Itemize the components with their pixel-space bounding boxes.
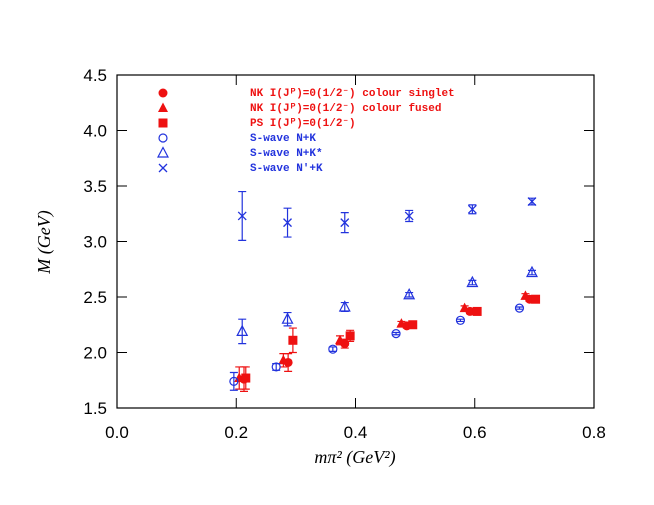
point — [271, 362, 281, 372]
y-tick-label: 3.0 — [83, 233, 107, 252]
legend-marker — [158, 163, 168, 173]
point — [396, 318, 407, 328]
y-tick-label: 1.5 — [83, 399, 107, 418]
x-tick-label: 0.2 — [224, 423, 248, 442]
point — [531, 294, 541, 304]
point — [345, 331, 355, 341]
point — [278, 354, 289, 365]
point — [391, 329, 401, 339]
error-bar — [527, 269, 536, 276]
error-bar — [238, 318, 247, 345]
y-tick-label: 3.5 — [83, 177, 107, 196]
legend-label: S-wave N+K — [250, 133, 316, 145]
error-bar — [328, 346, 337, 352]
y-axis-label: M (GeV) — [34, 210, 55, 274]
legend-label: S-wave N+K* — [250, 148, 323, 160]
point — [455, 315, 466, 325]
point — [520, 290, 531, 300]
x-axis-label: mπ² (GeV²) — [314, 447, 395, 468]
legend-label: PS I(Jᴾ)=0(1/2⁻) — [250, 118, 356, 130]
x-tick-label: 0.0 — [105, 423, 129, 442]
point — [408, 320, 418, 330]
point — [241, 373, 251, 383]
legend-label: NK I(Jᴾ)=0(1/2⁻) colour fused — [250, 103, 441, 115]
point — [527, 197, 537, 206]
legend-marker — [158, 102, 168, 112]
point — [237, 211, 247, 221]
point — [281, 312, 294, 324]
point — [236, 324, 249, 337]
point — [403, 287, 416, 300]
point — [340, 218, 350, 228]
legend-marker — [158, 118, 168, 128]
point — [334, 334, 345, 345]
x-tick-label: 0.8 — [582, 423, 606, 442]
point — [288, 335, 298, 345]
point — [472, 306, 482, 316]
error-bar — [229, 371, 238, 391]
y-tick-label: 4.5 — [83, 66, 107, 85]
legend-label: S-wave N'+K — [250, 163, 323, 175]
point — [525, 265, 538, 278]
point — [467, 204, 477, 214]
point — [338, 300, 351, 312]
point — [459, 302, 470, 313]
error-bar — [405, 291, 414, 298]
point — [283, 218, 292, 228]
point — [328, 344, 338, 354]
point — [466, 275, 479, 288]
y-tick-label: 2.0 — [83, 344, 107, 363]
point — [404, 211, 414, 221]
point — [514, 303, 525, 313]
error-bar — [392, 331, 401, 336]
error-bar — [468, 279, 477, 286]
error-bar — [515, 306, 524, 310]
y-tick-label: 2.5 — [83, 288, 107, 307]
point — [229, 376, 239, 386]
x-tick-label: 0.4 — [344, 423, 368, 442]
y-tick-label: 4.0 — [83, 122, 107, 141]
legend-marker — [157, 146, 169, 158]
error-bar — [456, 318, 465, 323]
x-tick-label: 0.6 — [463, 423, 487, 442]
legend-marker — [158, 133, 168, 143]
legend-marker — [158, 88, 168, 98]
legend-label: NK I(Jᴾ)=0(1/2⁻) colour singlet — [250, 88, 455, 100]
